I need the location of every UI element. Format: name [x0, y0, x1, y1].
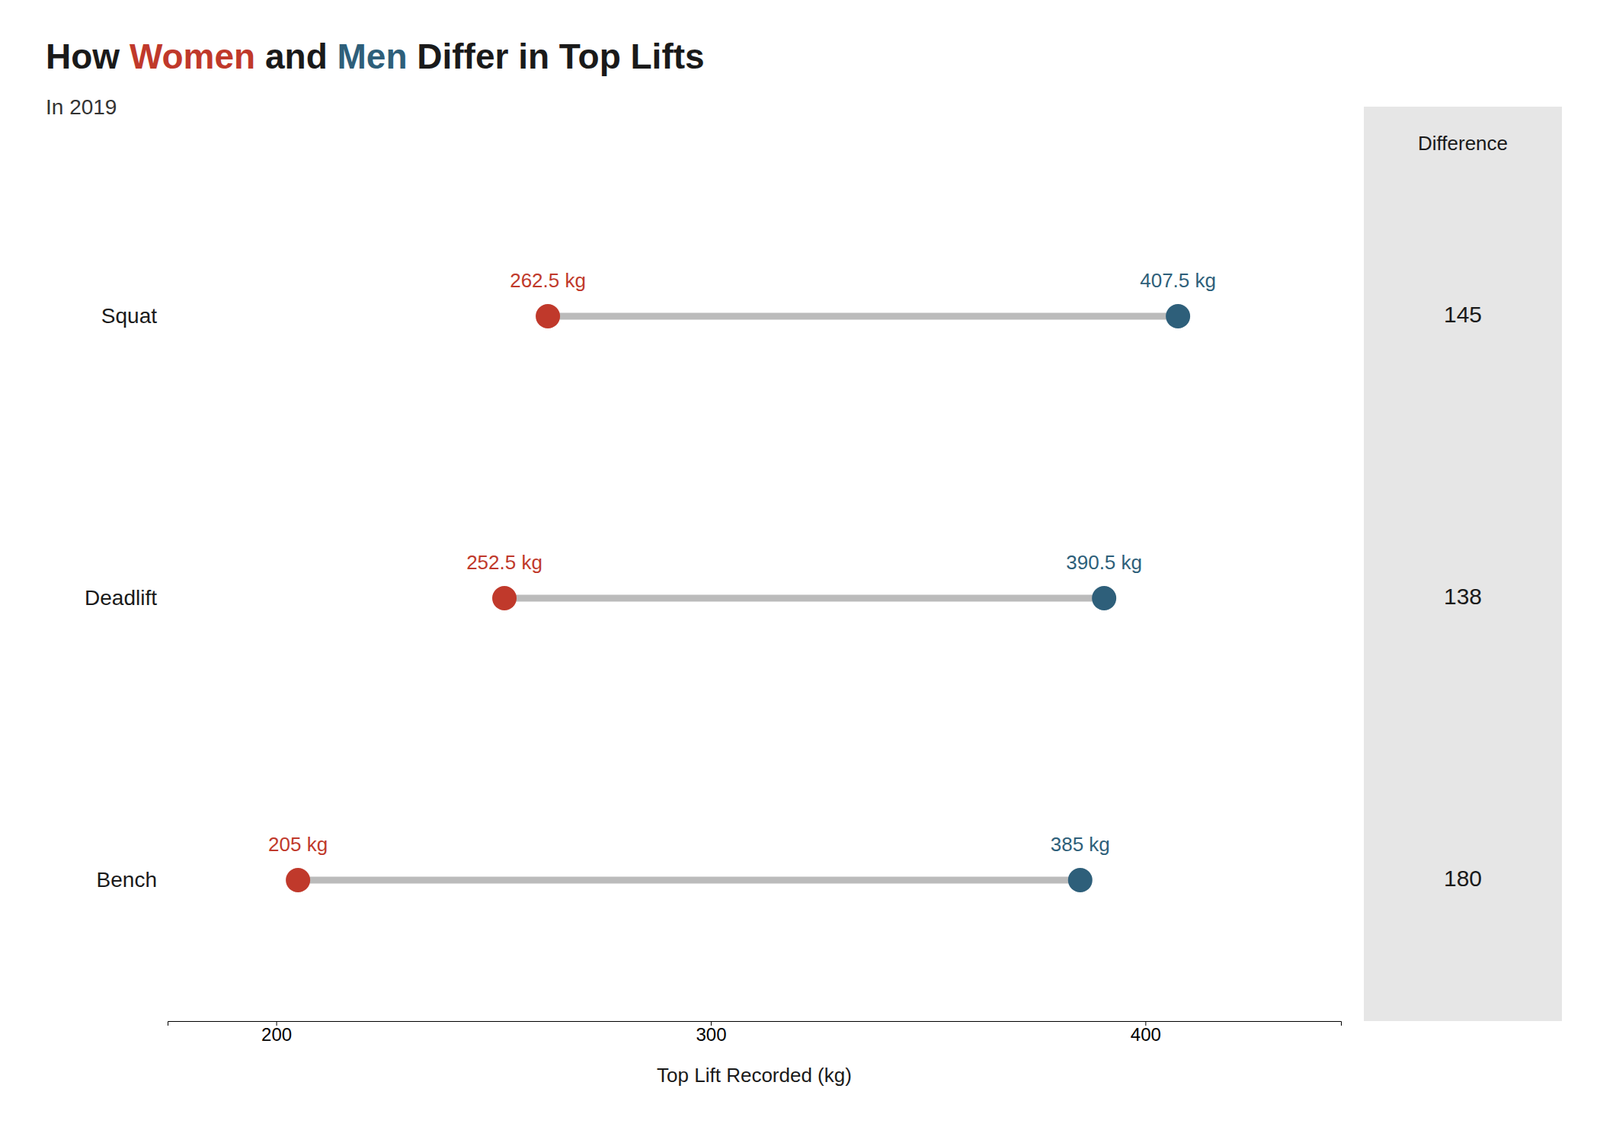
marks — [285, 304, 1191, 893]
x-tick: 300 — [695, 1020, 727, 1045]
connector — [297, 876, 1081, 884]
y-tick: Deadlift — [84, 585, 157, 610]
difference-value: 145 — [1443, 301, 1482, 327]
data-labels: 262.5 kg 252.5 kg 205 kg 407.5 kg 390.5 kg 38… — [268, 268, 1216, 856]
category-label: Deadlift — [84, 585, 157, 610]
connector — [504, 595, 1104, 602]
data-label: 252.5 kg — [466, 550, 543, 574]
connector — [547, 313, 1178, 320]
dot — [285, 867, 311, 893]
difference-value: 138 — [1443, 583, 1482, 609]
dot — [535, 304, 560, 329]
title-part: and — [255, 36, 337, 77]
title: How Women and Men Differ in Top Lifts — [45, 36, 705, 77]
data-label: 205 kg — [268, 832, 328, 856]
subtitle: In 2019 — [45, 95, 117, 119]
title-part: How — [45, 36, 130, 77]
difference-panel — [1363, 106, 1562, 1021]
x-tick: 200 — [261, 1020, 292, 1045]
x-tick-label: 200 — [261, 1024, 292, 1045]
y-tick: Bench — [96, 867, 157, 892]
title-series-name: Men — [337, 36, 408, 77]
chart: How Women and Men Differ in Top Lifts In … — [0, 0, 1600, 1143]
x-axis-title: Top Lift Recorded (kg) — [656, 1063, 852, 1087]
title-series-name: Women — [129, 36, 256, 77]
x-tick: 400 — [1130, 1020, 1162, 1045]
y-axis: Squat Deadlift Bench — [84, 304, 157, 892]
x-tick-label: 300 — [695, 1024, 727, 1045]
dot — [1165, 304, 1191, 329]
dot — [492, 585, 517, 611]
data-label: 390.5 kg — [1065, 550, 1143, 574]
title-part: Differ in Top Lifts — [407, 36, 705, 77]
data-label: 262.5 kg — [509, 268, 586, 292]
y-tick: Squat — [101, 304, 157, 328]
x-tick-label: 400 — [1130, 1024, 1162, 1045]
data-label: 385 kg — [1050, 832, 1111, 856]
category-label: Squat — [101, 304, 157, 328]
x-axis: 200 300 400 — [168, 1020, 1342, 1045]
data-label: 407.5 kg — [1139, 268, 1216, 292]
difference-header: Difference — [1417, 131, 1508, 155]
dot — [1091, 585, 1117, 611]
x-axis-line — [168, 1021, 1342, 1027]
dot — [1068, 867, 1093, 893]
category-label: Bench — [96, 867, 157, 892]
difference-value: 180 — [1443, 865, 1482, 891]
